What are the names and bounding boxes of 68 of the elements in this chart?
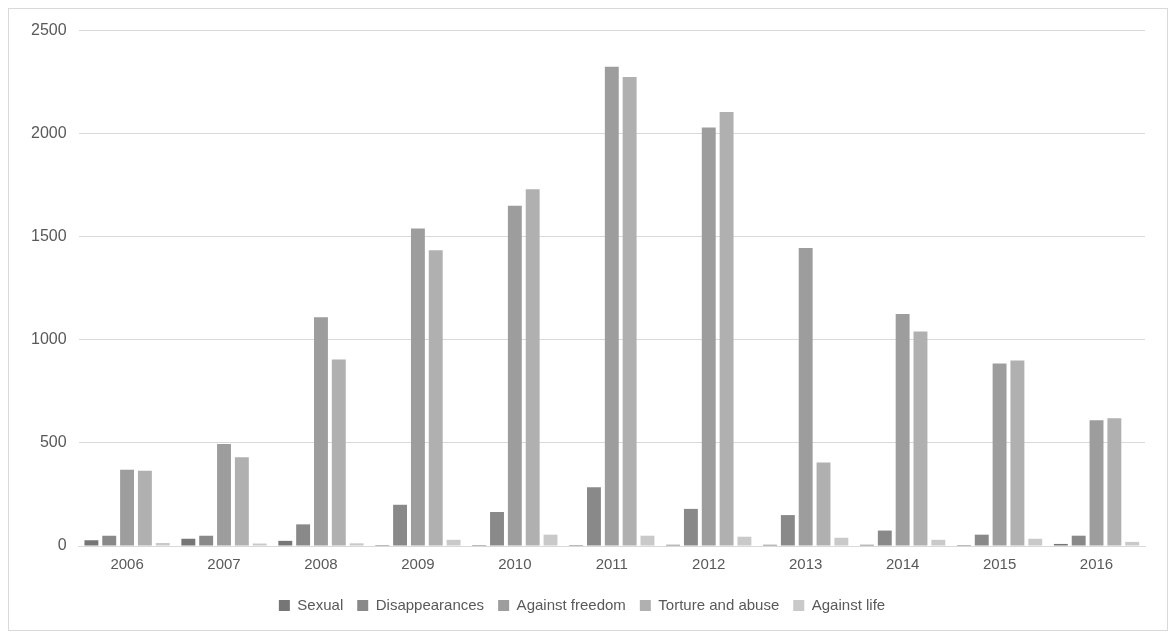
bar — [587, 487, 601, 546]
legend-label: Against freedom — [516, 595, 626, 613]
x-tick-label: 2008 — [304, 555, 338, 573]
bar — [349, 543, 364, 546]
bar — [234, 457, 249, 546]
bar — [217, 443, 231, 546]
bar — [1107, 418, 1122, 546]
bar — [1028, 538, 1043, 546]
x-tick-label: 2007 — [207, 555, 241, 573]
bar — [877, 530, 892, 546]
y-tick-label: 1500 — [31, 227, 67, 245]
bar — [683, 508, 698, 546]
bar — [1071, 535, 1086, 546]
legend-label: Sexual — [297, 595, 344, 613]
legend-label: Torture and abuse — [658, 595, 780, 613]
bar — [410, 228, 425, 546]
x-tick-label: 2013 — [789, 555, 823, 573]
bar — [278, 540, 293, 546]
y-tick-label: 0 — [57, 536, 67, 554]
x-tick-label: 2014 — [885, 555, 920, 573]
x-tick-label: 2011 — [595, 555, 628, 573]
x-tick-label: 2009 — [401, 555, 435, 573]
bar — [296, 524, 311, 546]
y-tick-label: 500 — [39, 433, 67, 451]
x-tick-label: 2012 — [692, 555, 726, 573]
bar — [701, 127, 716, 546]
x-tick-label: 2006 — [110, 555, 144, 573]
legend-label: Against life — [811, 595, 886, 613]
bar — [895, 314, 910, 546]
bar — [525, 189, 540, 546]
bar — [314, 317, 328, 546]
bar — [331, 359, 346, 546]
bar — [931, 539, 946, 546]
bar — [428, 250, 443, 546]
legend-label: Disappearances — [375, 595, 485, 613]
bar — [393, 504, 408, 546]
bar — [543, 534, 558, 546]
bar — [913, 331, 928, 546]
bar — [604, 66, 619, 546]
bar — [974, 534, 989, 546]
bar — [798, 248, 813, 546]
x-tick-label: 2010 — [498, 555, 532, 573]
y-tick-label: 2500 — [31, 21, 67, 39]
bar — [155, 542, 170, 546]
bar — [622, 76, 637, 546]
bar — [199, 535, 214, 546]
bar — [780, 515, 795, 546]
bar — [446, 539, 461, 546]
bar — [737, 536, 752, 546]
bar — [1089, 420, 1104, 546]
bar — [120, 469, 135, 546]
x-tick-label: 2015 — [982, 555, 1017, 573]
bar — [84, 540, 99, 546]
bar — [992, 363, 1007, 546]
bar — [834, 537, 849, 546]
y-tick-label: 2000 — [31, 124, 67, 142]
y-tick-label: 1000 — [31, 330, 67, 348]
bar — [490, 511, 504, 546]
bar — [181, 538, 196, 546]
bar — [640, 535, 655, 546]
bar — [719, 112, 734, 546]
bar — [507, 205, 522, 546]
bar — [1125, 541, 1140, 546]
bar — [1010, 360, 1025, 546]
x-tick-label: 2016 — [1079, 555, 1114, 573]
bar — [137, 470, 152, 546]
bar — [816, 462, 831, 546]
bar — [102, 535, 117, 546]
